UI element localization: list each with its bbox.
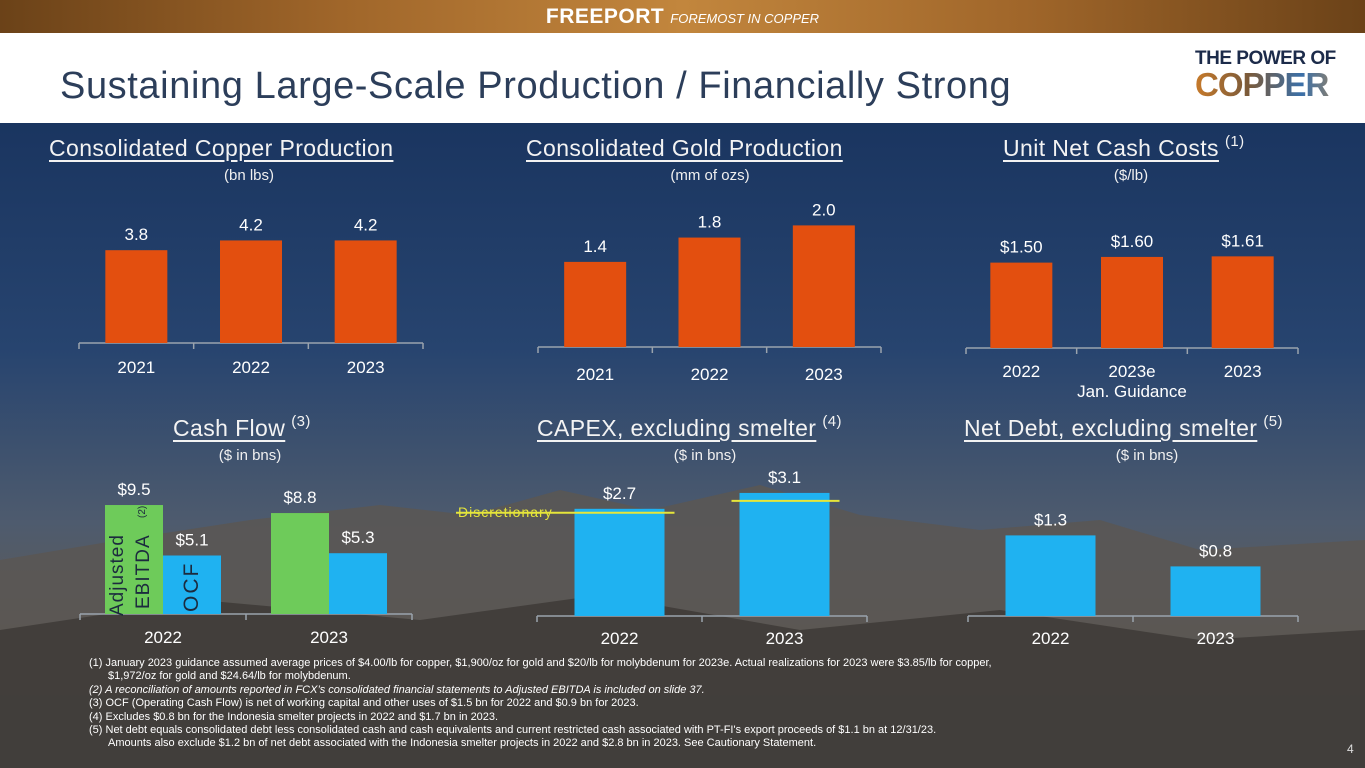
copper-title: Consolidated Copper Production [49, 135, 394, 161]
cash-bar-ebitda [105, 505, 163, 614]
cash-data-label: $5.3 [341, 528, 374, 547]
cost-data-label: $1.61 [1221, 231, 1264, 250]
footnote-1: (1) January 2023 guidance assumed averag… [89, 657, 992, 669]
gold-title: Consolidated Gold Production [526, 135, 843, 161]
footnote-5-cont: Amounts also exclude $1.2 bn of net debt… [108, 737, 817, 750]
cash-data-label: $5.1 [175, 531, 208, 550]
gold-unit: (mm of ozs) [670, 167, 750, 184]
footnote-2: (2) A reconciliation of amounts reported… [89, 683, 705, 696]
cash-tick-label: 2023 [310, 628, 348, 647]
cost-tick-label: 2023 [1224, 362, 1262, 381]
debt-data-label: $0.8 [1199, 541, 1232, 560]
cash-data-label: $8.8 [283, 488, 316, 507]
cash-data-label: $9.5 [117, 480, 150, 499]
discretionary-label: Discretionary [458, 504, 553, 520]
debt-bar [1170, 566, 1261, 616]
panel-title-cash: Cash Flow (3) [173, 413, 311, 442]
panel-title-debt: Net Debt, excluding smelter (5) [964, 413, 1283, 442]
footnote-1-cont: $1,972/oz for gold and $24.64/lb for mol… [108, 670, 351, 683]
ocf-label: OCF [180, 561, 203, 612]
copper-data-label: 4.2 [239, 215, 263, 234]
capex-unit: ($ in bns) [673, 447, 737, 464]
cost-unit: ($/lb) [1113, 167, 1149, 184]
footnote-5: (5) Net debt equals consolidated debt le… [89, 724, 937, 737]
header [0, 33, 1365, 123]
cost-tick-label: 2022 [1002, 362, 1040, 381]
debt-data-label: $1.3 [1034, 510, 1067, 529]
cost-bar [1101, 256, 1163, 348]
cash-bar-ocf [329, 553, 387, 614]
capex-note: (4) [822, 413, 842, 430]
page-number: 4 [1347, 742, 1354, 756]
capex-tick-label: 2023 [766, 629, 804, 648]
panel-title-cost: Unit Net Cash Costs (1) [1003, 133, 1245, 162]
copper-unit: (bn lbs) [223, 167, 275, 184]
gold-tick-label: 2022 [691, 365, 729, 384]
cost-bar [990, 262, 1053, 348]
debt-note: (5) [1263, 413, 1283, 430]
copper-tick-label: 2023 [347, 358, 385, 377]
gold-tick-label: 2023 [805, 365, 843, 384]
debt-tick-label: 2023 [1197, 629, 1235, 648]
copper-bar [334, 240, 397, 343]
capex-data-label: $2.7 [603, 484, 636, 503]
gold-tick-label: 2021 [576, 365, 614, 384]
copper-tick-label: 2022 [232, 358, 270, 377]
cost-tick-label: 2023e [1108, 362, 1155, 381]
copper-tick-label: 2021 [117, 358, 155, 377]
gold-data-label: 1.4 [583, 237, 607, 256]
top-banner [0, 0, 1365, 33]
gold-data-label: 1.8 [698, 213, 722, 232]
cash-tick-label: 2022 [144, 628, 182, 647]
cash-note: (3) [291, 413, 311, 430]
gold-bar [678, 237, 741, 347]
capex-bar [574, 508, 665, 616]
panel-title-capex: CAPEX, excluding smelter (4) [537, 413, 842, 442]
cash-bar-ebitda [271, 513, 329, 614]
debt-tick-label: 2022 [1032, 629, 1070, 648]
cost-data-label: $1.50 [1000, 238, 1043, 257]
capex-data-label: $3.1 [768, 468, 801, 487]
brand-tagline: FOREMOST IN COPPER [670, 11, 820, 26]
cash-unit: ($ in bns) [218, 447, 282, 464]
gold-bar [564, 261, 627, 347]
cash-bar-ocf [163, 555, 221, 614]
page-title: Sustaining Large-Scale Production / Fina… [60, 65, 1012, 107]
logo-line1: THE POWER OF [1195, 48, 1336, 69]
cost-title: Unit Net Cash Costs [1003, 135, 1219, 161]
footnote-3: (3) OCF (Operating Cash Flow) is net of … [89, 697, 639, 710]
cash-title: Cash Flow [173, 415, 286, 441]
ebitda-label-note: (2) [137, 505, 148, 518]
debt-bar [1005, 535, 1096, 616]
capex-tick-label: 2022 [601, 629, 639, 648]
footnote-4: (4) Excludes $0.8 bn for the Indonesia s… [89, 710, 499, 723]
cost-data-label: $1.60 [1111, 232, 1154, 251]
copper-data-label: 4.2 [354, 215, 378, 234]
debt-unit: ($ in bns) [1115, 447, 1179, 464]
cost-tick-sublabel: Jan. Guidance [1077, 382, 1187, 401]
gold-bar [792, 225, 855, 347]
ebitda-label-line2: EBITDA [133, 534, 154, 609]
copper-data-label: 3.8 [125, 225, 149, 244]
cost-bar [1211, 256, 1274, 348]
capex-bar [739, 492, 830, 616]
copper-bar [220, 240, 282, 343]
cost-note: (1) [1224, 133, 1245, 150]
copper-bar [105, 250, 168, 343]
ebitda-label-line1: Adjusted [107, 534, 128, 616]
brand: FREEPORT FOREMOST IN COPPER [0, 5, 1365, 29]
capex-title: CAPEX, excluding smelter [537, 415, 817, 441]
gold-data-label: 2.0 [812, 200, 836, 219]
panel-title-gold: Consolidated Gold Production [526, 135, 843, 162]
debt-title: Net Debt, excluding smelter [964, 415, 1258, 441]
logo-line2: COPPER [1195, 66, 1355, 104]
brand-name: FREEPORT [545, 5, 665, 28]
power-of-copper-logo: THE POWER OF COPPER [1195, 48, 1355, 106]
panel-title-copper: Consolidated Copper Production [49, 135, 393, 162]
footnotes: (1) January 2023 guidance assumed averag… [89, 657, 1269, 751]
